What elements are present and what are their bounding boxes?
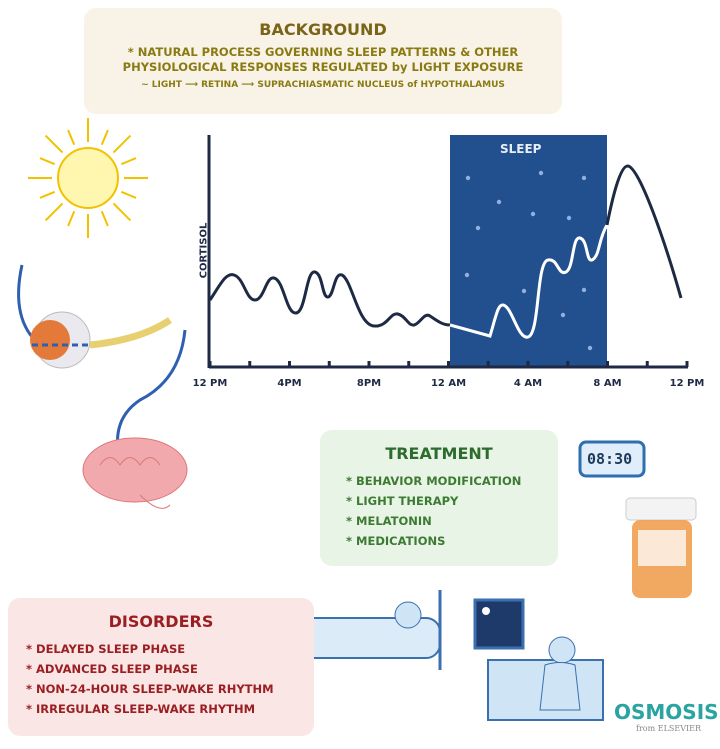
y-axis-label: CORTISOL	[198, 222, 210, 279]
sun-ray	[112, 134, 132, 154]
sun-ray	[120, 190, 137, 199]
treatment-item: * MELATONIN	[346, 514, 432, 528]
background-panel: BACKGROUND * NATURAL PROCESS GOVERNING S…	[84, 8, 562, 114]
disorders-title: DISORDERS	[108, 612, 214, 631]
night-window-icon	[473, 598, 525, 650]
background-title: BACKGROUND	[259, 20, 387, 39]
x-tick-label: 12 PM	[192, 378, 228, 389]
star	[566, 215, 572, 221]
cortisol-graph	[207, 135, 689, 369]
star	[464, 272, 470, 278]
x-tick-label: 12 AM	[430, 378, 467, 389]
treatment-title: TREATMENT	[385, 444, 493, 463]
sun-ray	[112, 202, 132, 222]
background-bullet: * NATURAL PROCESS GOVERNING SLEEP PATTER…	[127, 45, 519, 59]
sun-ray	[100, 210, 109, 227]
cortisol-curve-sleep	[449, 224, 609, 339]
sun-ray	[39, 190, 56, 199]
disorder-item: * DELAYED SLEEP PHASE	[26, 642, 186, 656]
person-sitting-bed-icon	[487, 636, 604, 721]
star	[581, 287, 587, 293]
sun-ray	[67, 129, 76, 146]
x-tick-label: 8 AM	[593, 378, 622, 389]
sun-ray	[44, 134, 64, 154]
cortisol-curve-morning	[605, 164, 683, 299]
treatment-item: * LIGHT THERAPY	[346, 494, 459, 508]
x-tick-label: 4 AM	[513, 378, 543, 389]
osmosis-logo: OSMOSIS	[614, 700, 719, 724]
treatment-item: * BEHAVIOR MODIFICATION	[346, 474, 522, 488]
background-bullet-continued: PHYSIOLOGICAL RESPONSES REGULATED by LIG…	[122, 60, 524, 74]
star	[465, 175, 471, 181]
treatment-panel: TREATMENT * BEHAVIOR MODIFICATION * LIGH…	[320, 430, 558, 566]
star	[475, 225, 481, 231]
sun-ray	[67, 210, 76, 227]
star	[538, 170, 544, 176]
sleep-region	[450, 135, 607, 367]
treatment-item: * MEDICATIONS	[346, 534, 446, 548]
star	[521, 288, 527, 294]
star	[560, 312, 566, 318]
brain-icon	[82, 437, 188, 509]
star	[530, 211, 536, 217]
sleep-label: SLEEP	[500, 142, 542, 156]
x-tick-label: 12 PM	[669, 378, 705, 389]
sun-ray	[120, 157, 137, 166]
sun-ray	[100, 129, 109, 146]
clock-time: 08:30	[587, 450, 633, 468]
pill-bottle-icon	[625, 497, 697, 598]
sun-icon	[28, 118, 148, 238]
disorder-item: * NON-24-HOUR SLEEP-WAKE RHYTHM	[26, 682, 274, 696]
star	[581, 175, 587, 181]
logo-subtitle: from ELSEVIER	[636, 724, 702, 733]
sun-ray	[44, 202, 64, 222]
star	[496, 199, 502, 205]
star	[587, 345, 593, 351]
x-tick-label: 8PM	[356, 378, 382, 389]
disorder-item: * IRREGULAR SLEEP-WAKE RHYTHM	[26, 702, 256, 716]
background-pathway: ~ LIGHT ⟶ RETINA ⟶ SUPRACHIASMATIC NUCLE…	[141, 80, 505, 90]
cortisol-curve-day	[208, 270, 451, 328]
sun-ray	[39, 157, 56, 166]
eye-icon	[17, 264, 187, 461]
disorders-panel: DISORDERS * DELAYED SLEEP PHASE * ADVANC…	[8, 598, 314, 736]
x-tick-label: 4PM	[277, 378, 302, 389]
disorder-item: * ADVANCED SLEEP PHASE	[26, 662, 198, 676]
alarm-clock-icon	[578, 440, 646, 478]
